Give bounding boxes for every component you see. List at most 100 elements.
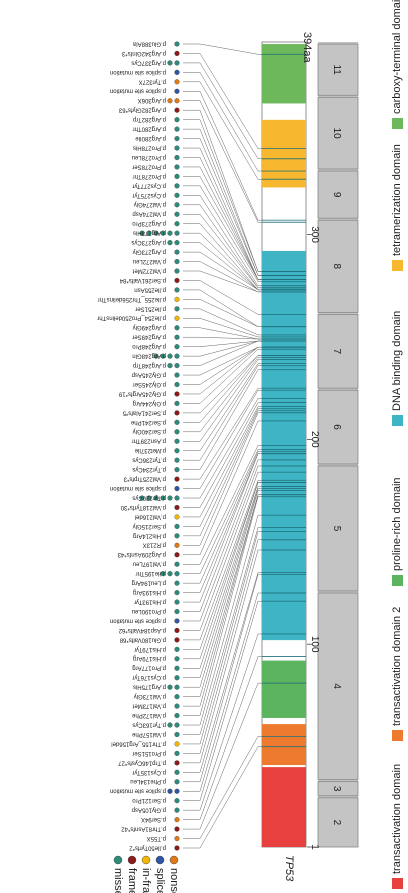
- mutation-dot: [167, 240, 173, 246]
- mutation-label: p.Arg273His: [133, 230, 166, 236]
- mutation-dot: [174, 627, 180, 633]
- mutation-label: p.Gly245Asp: [131, 371, 166, 377]
- mutation-dot: [174, 230, 180, 236]
- mutation-dot: [167, 788, 173, 794]
- mutation-connector: [183, 410, 262, 537]
- mutation-label: p.Pro278Ser: [132, 163, 166, 169]
- mutation-connector: [183, 389, 262, 489]
- mutation-dot: [174, 69, 180, 75]
- protein-domain: [262, 767, 306, 847]
- mutation-dot: [174, 476, 180, 482]
- mutation-dot: [146, 495, 152, 501]
- mutation-connector: [183, 574, 262, 783]
- mutation-label: p.Ile255_Thr256delinsThr: [98, 296, 166, 302]
- mutation-label: p.Val173Met: [132, 703, 166, 709]
- exon-label: 9: [331, 192, 342, 198]
- mutation-dot: [167, 363, 173, 369]
- mutation-label: p.Arg273Gly: [133, 249, 166, 255]
- mutation-connector: [183, 147, 262, 280]
- mutation-label: p.Gly245Argfs*19: [118, 390, 166, 396]
- mutation-type-label: splice site: [154, 868, 166, 893]
- mutation-dot: [174, 296, 180, 302]
- mutation-dot: [174, 561, 180, 567]
- mutation-dot: [139, 230, 145, 236]
- mutation-label: p.Val272Leu: [133, 258, 166, 264]
- mutation-dot: [174, 760, 180, 766]
- mutation-connector: [183, 359, 262, 442]
- exon-block: [317, 465, 359, 592]
- mutation-dot: [167, 495, 173, 501]
- mutation-connector: [183, 531, 262, 745]
- mutation-dot: [174, 79, 180, 85]
- mutation-dot: [153, 230, 159, 236]
- mutation-connector: [183, 280, 262, 315]
- mutation-dot: [174, 618, 180, 624]
- mutation-dot: [174, 306, 180, 312]
- mutation-connector: [183, 412, 262, 546]
- mutation-connector: [183, 223, 262, 291]
- mutation-dot: [174, 325, 180, 331]
- mutation-connector: [183, 572, 262, 773]
- protein-domain: [262, 660, 306, 718]
- mutation-connector: [183, 494, 262, 697]
- mutation-dot: [174, 722, 180, 728]
- mutation-label: p.Leu194Arg: [132, 580, 166, 586]
- mutation-dot: [174, 467, 180, 473]
- exon-label: 2: [331, 820, 342, 826]
- mutation-connector: [183, 340, 262, 347]
- mutation-dot: [174, 533, 180, 539]
- mutation-dot: [174, 50, 180, 57]
- mutation-dot: [174, 419, 180, 425]
- mutation-dot: [167, 60, 173, 66]
- mutation-dot: [174, 514, 180, 520]
- mutation-connector: [183, 482, 262, 650]
- mutation-dot: [174, 571, 180, 577]
- mutation-dot: [174, 769, 180, 775]
- mutation-dot: [139, 495, 145, 501]
- mutation-dot: [174, 703, 180, 709]
- mutation-label: p.Arg209Asnfs*43: [117, 551, 166, 557]
- exon-block: [317, 170, 359, 219]
- mutation-dot: [174, 495, 180, 501]
- mutation-connector: [183, 346, 262, 385]
- mutation-label: p.Gly105Asp: [131, 807, 166, 813]
- exon-label: 6: [331, 424, 342, 430]
- gene-label: TP53: [283, 855, 295, 882]
- mutation-label: p.Arg306X: [138, 97, 166, 103]
- mutation-dot: [174, 750, 180, 756]
- mutation-label: p.Val274Asp: [132, 211, 166, 217]
- mutation-connector: [183, 459, 262, 612]
- connector-lines: [183, 43, 262, 849]
- mutation-label: p.splice site mutation: [110, 617, 166, 623]
- mutation-label: p.Thr81Asnfs*42: [121, 826, 166, 832]
- mutation-label: p.R213X: [143, 542, 166, 548]
- mutation-label: p.Val172Phe: [131, 712, 166, 718]
- domain-swatch: [392, 730, 403, 741]
- mutation-dot: [174, 552, 180, 558]
- axis-tick-label: 200: [309, 431, 320, 448]
- mutation-connector: [183, 465, 262, 622]
- mutation-dot: [174, 779, 180, 785]
- mutation-label: p.Val173Gly: [134, 693, 166, 699]
- mutation-connector: [183, 471, 262, 631]
- mutation-dot: [174, 98, 180, 104]
- mutation-dot: [174, 363, 180, 369]
- mutation-connector: [183, 408, 262, 527]
- mutation-label: p.Glu180Valfs*68: [119, 636, 166, 642]
- mutation-dot: [174, 60, 180, 66]
- exon-block: [317, 592, 359, 780]
- mutation-label: p.Ser261Valfs*84: [119, 277, 166, 283]
- mutation-connector: [183, 185, 262, 282]
- mutation-label: p.Ile251Ser: [135, 305, 166, 311]
- mutation-label: p.Pro190Leu: [132, 608, 166, 614]
- mutation-label: p.T55X: [147, 835, 166, 841]
- mutation-connector: [183, 387, 262, 480]
- mutation-connector: [183, 486, 262, 669]
- mutation-label: p.Ile254_Pro250delinsThr: [97, 315, 166, 321]
- mutation-connector: [183, 53, 262, 149]
- domain-label: proline-rich domain: [391, 477, 403, 571]
- mutation-connector: [183, 592, 262, 792]
- mutation-label: p.Arg249Ser: [132, 334, 166, 340]
